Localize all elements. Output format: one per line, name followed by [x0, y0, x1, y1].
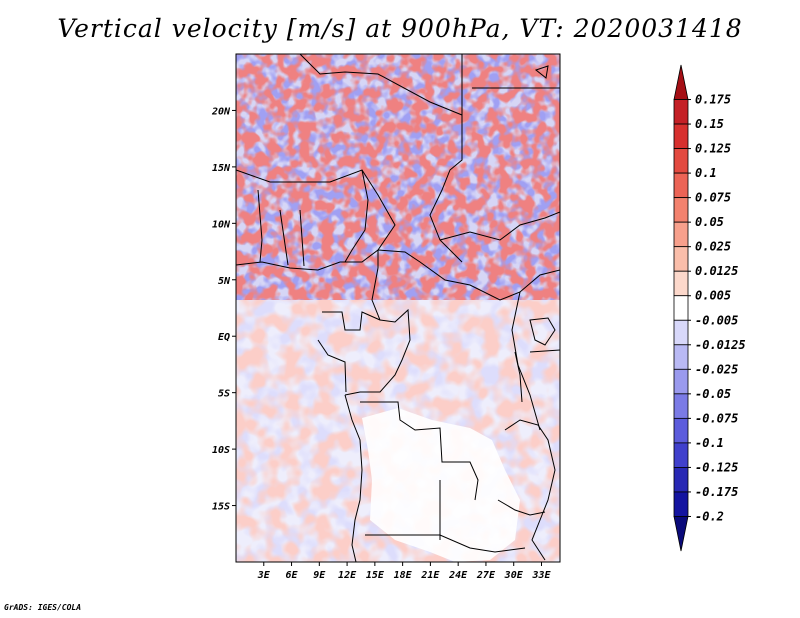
colorbar-cell	[673, 64, 689, 100]
x-tick-label: 21E	[420, 570, 440, 581]
colorbar-cell	[673, 221, 689, 248]
colorbar-label: 0.005	[695, 289, 731, 303]
colorbar-label: -0.2	[695, 509, 724, 523]
colorbar-cell	[673, 368, 689, 395]
colorbar-label: -0.005	[695, 313, 738, 327]
x-tick-label: 30E	[504, 570, 524, 581]
grads-credit: GrADS: IGES/COLA	[4, 603, 82, 612]
y-tick-label: 15S	[212, 502, 230, 513]
masked-highland	[362, 408, 520, 562]
colorbar-cell	[673, 295, 689, 321]
colorbar-label: 0.075	[695, 191, 731, 205]
y-tick-label: 15N	[212, 163, 231, 174]
colorbar-cell	[673, 393, 689, 419]
colorbar-label: -0.175	[695, 485, 738, 499]
y-tick-label: 20N	[211, 106, 231, 117]
x-tick-label: 6E	[286, 570, 299, 581]
colorbar-label: 0.15	[695, 117, 724, 131]
y-tick-label: 5S	[218, 389, 230, 400]
colorbar-label: 0.05	[695, 215, 724, 229]
x-tick-label: 33E	[531, 570, 551, 581]
colorbar-label: 0.0125	[695, 264, 738, 278]
colorbar-label: -0.0125	[695, 338, 746, 352]
x-tick-label: 15E	[366, 570, 385, 581]
y-tick-label: 5N	[218, 276, 231, 287]
colorbar-cell	[673, 270, 689, 297]
borders	[236, 54, 560, 562]
colorbar-cell	[673, 99, 689, 125]
colorbar-cell	[673, 148, 689, 174]
colorbar-cell	[673, 123, 689, 149]
colorbar-cell	[673, 442, 689, 468]
velocity-field	[236, 54, 560, 562]
x-tick-label: 12E	[338, 570, 357, 581]
colorbar-cell	[673, 246, 689, 272]
y-tick-label: 10N	[212, 219, 231, 230]
colorbar-label: 0.025	[695, 240, 731, 254]
colorbar-label: 0.175	[695, 93, 731, 107]
x-tick-label: 18E	[394, 570, 413, 581]
colorbar-cell	[673, 491, 689, 517]
colorbar-cell	[673, 172, 689, 199]
x-tick-label: 24E	[448, 570, 468, 581]
colorbar-label: -0.025	[695, 362, 738, 376]
colorbar-label: -0.05	[695, 387, 731, 401]
colorbar-cell	[673, 467, 689, 493]
colorbar-label: 0.1	[695, 166, 717, 180]
colorbar-label: 0.125	[695, 142, 731, 156]
colorbar-label: -0.125	[695, 460, 738, 474]
colorbar-label: -0.1	[695, 436, 724, 450]
colorbar-label: -0.075	[695, 411, 738, 425]
colorbar-cell	[673, 319, 689, 346]
colorbar-cell	[673, 516, 689, 552]
axes: 3E 6E 9E 12E 15E 18E 21E 24E 27E 30E 33E 20N 15N 10N 5…	[211, 106, 552, 581]
chart-title: Vertical velocity [m/s] at 900hPa, VT: 2…	[57, 14, 743, 43]
colorbar-cell	[673, 197, 689, 223]
colorbar-cell	[673, 344, 689, 370]
x-tick-label: 3E	[257, 570, 271, 581]
x-tick-label: 27E	[476, 570, 496, 581]
y-tick-label: 10S	[212, 445, 230, 456]
y-tick-label: EQ	[218, 332, 230, 343]
map-frame	[235, 53, 561, 563]
colorbar-cell	[673, 417, 689, 444]
x-tick-label: 9E	[313, 570, 326, 581]
colorbar: 0.175 0.15 0.125 0.1 0.075 0.05 0.025 0.0125 0.0…	[673, 64, 746, 552]
